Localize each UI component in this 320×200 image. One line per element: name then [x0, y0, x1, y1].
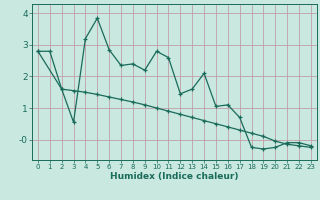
- X-axis label: Humidex (Indice chaleur): Humidex (Indice chaleur): [110, 172, 239, 181]
